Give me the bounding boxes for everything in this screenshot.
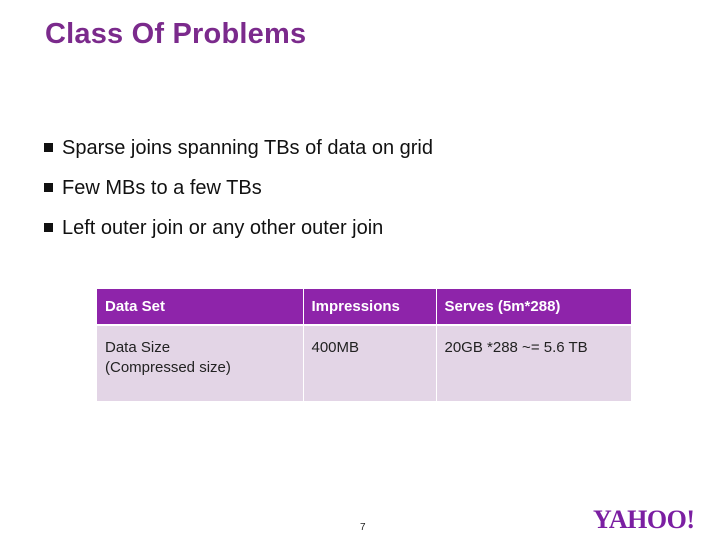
column-header-impressions: Impressions: [303, 289, 437, 325]
yahoo-logo: YAHOO!: [593, 505, 695, 534]
column-header-data-set: Data Set: [97, 289, 304, 325]
bullet-text: Sparse joins spanning TBs of data on gri…: [62, 137, 433, 159]
bullet-item: Few MBs to a few TBs: [44, 174, 433, 214]
page-number: 7: [360, 522, 366, 533]
bullet-item: Sparse joins spanning TBs of data on gri…: [44, 134, 433, 174]
square-bullet-icon: [44, 143, 53, 152]
bullet-text: Left outer join or any other outer join: [62, 217, 384, 239]
slide-title: Class Of Problems: [45, 18, 307, 50]
square-bullet-icon: [44, 223, 53, 232]
table-cell: Data Size (Compressed size): [97, 324, 304, 401]
square-bullet-icon: [44, 183, 53, 192]
bullet-text: Few MBs to a few TBs: [62, 177, 262, 199]
bullet-item: Left outer join or any other outer join: [44, 214, 433, 254]
table-cell: 20GB *288 ~= 5.6 TB: [436, 324, 631, 401]
data-table: Data Set Impressions Serves (5m*288) Dat…: [97, 289, 631, 401]
table-cell: 400MB: [303, 324, 437, 401]
table-row: Data Size (Compressed size) 400MB 20GB *…: [97, 324, 631, 401]
bullet-list: Sparse joins spanning TBs of data on gri…: [44, 134, 433, 254]
table-header-row: Data Set Impressions Serves (5m*288): [97, 289, 631, 325]
column-header-serves: Serves (5m*288): [436, 289, 631, 325]
